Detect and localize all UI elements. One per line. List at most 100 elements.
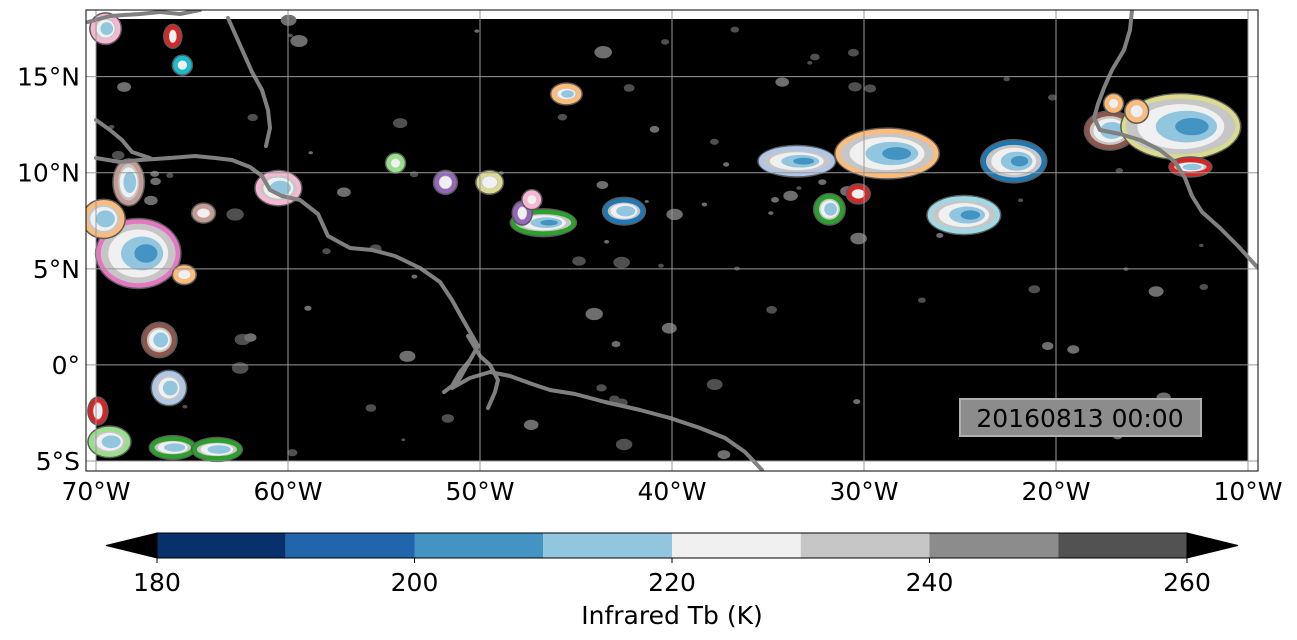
colorbar-tick-label: 220 bbox=[648, 568, 696, 597]
warm-cloud-speck bbox=[144, 195, 158, 206]
warm-cloud-speck bbox=[585, 307, 603, 321]
system-outline bbox=[835, 128, 939, 179]
map-layers bbox=[86, 10, 1258, 471]
system-outline bbox=[551, 83, 582, 105]
latitude-tick-label: 5°S bbox=[36, 447, 80, 476]
system-outline bbox=[152, 371, 186, 405]
convective-system bbox=[384, 152, 407, 174]
convective-system bbox=[845, 183, 871, 205]
warm-cloud-speck bbox=[337, 187, 351, 197]
warm-cloud-speck bbox=[766, 306, 777, 314]
warm-cloud-speck bbox=[166, 173, 174, 178]
warm-cloud-speck bbox=[666, 208, 683, 221]
system-outline bbox=[522, 190, 542, 209]
warm-cloud-speck bbox=[613, 256, 630, 269]
warm-cloud-speck bbox=[706, 379, 723, 390]
warm-cloud-speck bbox=[918, 297, 926, 303]
tb-210-contour bbox=[164, 443, 186, 452]
axes-border bbox=[85, 9, 1259, 472]
warm-cloud-speck bbox=[474, 29, 480, 33]
warm-cloud-speck bbox=[409, 171, 419, 178]
warm-cloud-speck bbox=[771, 197, 779, 203]
venezuela-coast bbox=[94, 118, 152, 160]
tb-210-contour bbox=[153, 332, 169, 348]
warm-cloud-speck bbox=[304, 305, 312, 311]
warm-cloud-speck bbox=[182, 404, 188, 409]
warm-cloud-speck bbox=[226, 208, 244, 221]
warm-cloud-speck bbox=[150, 170, 160, 177]
warm-cloud-speck bbox=[365, 404, 377, 412]
tb-220-contour bbox=[197, 208, 210, 218]
warm-cloud-speck bbox=[649, 125, 660, 133]
lesser-antilles bbox=[226, 16, 272, 148]
timestamp-background bbox=[959, 398, 1202, 437]
colorbar-segment bbox=[1058, 533, 1187, 558]
convective-system bbox=[171, 263, 198, 286]
convective-system bbox=[601, 196, 647, 226]
warm-cloud-speck bbox=[768, 211, 774, 215]
tb-210-contour bbox=[123, 171, 137, 193]
tb-200-contour bbox=[793, 157, 815, 165]
tb-210-contour bbox=[616, 205, 636, 217]
tb-220-contour bbox=[391, 158, 401, 168]
longitude-tick-labels: 70°W 60°W 50°W 40°W 30°W 20°W 10°W bbox=[61, 477, 1282, 506]
latitude-tick-labels: 15°N 10°N 5°N 0° 5°S bbox=[17, 63, 80, 476]
longitude-tick-label: 10°W bbox=[1213, 477, 1282, 506]
warm-cloud-speck bbox=[287, 33, 293, 38]
warm-cloud-speck bbox=[1199, 243, 1204, 247]
colorbar-segment bbox=[672, 533, 801, 558]
colorbar-segment bbox=[929, 533, 1059, 558]
convective-systems-layer bbox=[86, 12, 1242, 463]
longitude-tick-label: 50°W bbox=[445, 477, 514, 506]
warm-cloud-speck bbox=[847, 48, 859, 57]
warm-cloud-speck bbox=[1148, 286, 1164, 297]
tb-220-contour bbox=[852, 189, 865, 199]
warm-cloud-speck bbox=[1199, 284, 1209, 290]
system-outline bbox=[511, 209, 576, 236]
warm-cloud-speck bbox=[596, 384, 607, 392]
warm-cloud-speck bbox=[730, 26, 740, 33]
convective-system bbox=[150, 369, 188, 407]
system-outline bbox=[927, 196, 1000, 234]
longitude-tick-label: 20°W bbox=[1021, 477, 1090, 506]
warm-cloud-speck bbox=[1042, 342, 1054, 350]
system-outline bbox=[1169, 157, 1212, 177]
amazon-delta-coastline bbox=[442, 334, 500, 410]
colorbar-extend-min-arrow bbox=[105, 532, 158, 559]
colorbar-segment bbox=[285, 533, 415, 558]
tb-200-contour bbox=[960, 210, 981, 220]
warm-cloud-speck bbox=[594, 46, 612, 59]
warm-cloud-speck bbox=[710, 138, 719, 145]
tb-210-contour bbox=[101, 435, 121, 449]
tb-220-contour bbox=[482, 176, 498, 189]
convective-system bbox=[812, 192, 846, 226]
warm-cloud-speck bbox=[117, 82, 131, 92]
system-outline bbox=[1104, 94, 1123, 113]
warm-cloud-speck bbox=[308, 151, 313, 155]
warm-cloud-speck bbox=[596, 181, 609, 189]
colorbar-tick-label: 200 bbox=[391, 568, 439, 597]
longitude-tick-label: 40°W bbox=[637, 477, 706, 506]
warm-cloud-speck bbox=[247, 113, 258, 122]
warm-cloud-speck bbox=[557, 113, 568, 121]
convective-system bbox=[1123, 98, 1150, 124]
colorbar-extend-max-arrow bbox=[1186, 532, 1239, 559]
coastlines bbox=[86, 10, 1258, 471]
tb-220-contour bbox=[169, 30, 177, 43]
warm-cloud-speck bbox=[658, 263, 664, 268]
tb-200-contour bbox=[134, 244, 158, 263]
convective-system bbox=[475, 169, 505, 196]
warm-cloud-speck bbox=[150, 177, 161, 186]
warm-cloud-speck bbox=[807, 61, 813, 65]
system-outline bbox=[86, 199, 125, 238]
convective-system bbox=[834, 127, 941, 180]
latitude-tick-label: 10°N bbox=[17, 159, 80, 188]
warm-cloud-speck bbox=[661, 39, 670, 45]
warm-cloud-speck bbox=[287, 449, 298, 457]
colorbar-ticks: 180 200 220 240 260 bbox=[133, 558, 1211, 597]
tb-210-contour bbox=[100, 22, 114, 35]
warm-cloud-speck bbox=[1018, 198, 1024, 203]
warm-cloud-speck bbox=[850, 232, 867, 245]
warm-cloud-speck bbox=[572, 256, 586, 266]
